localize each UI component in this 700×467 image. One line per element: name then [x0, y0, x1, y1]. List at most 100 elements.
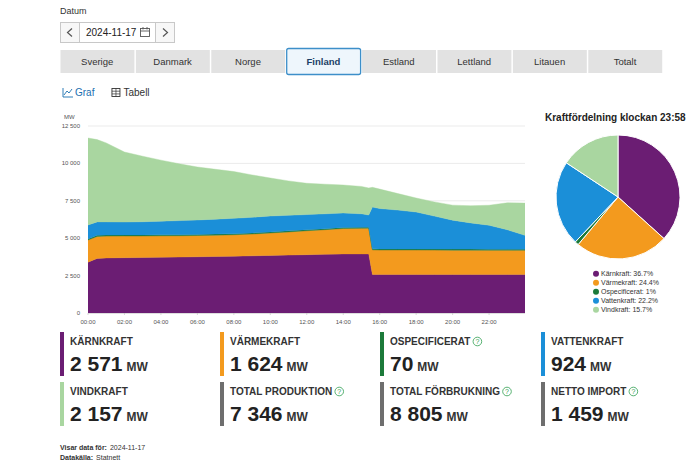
card-bar	[60, 332, 64, 376]
x-tick-label: 12:00	[299, 319, 315, 325]
tab-label[interactable]: Norge	[235, 56, 261, 67]
next-chevron	[163, 29, 168, 37]
help-icon[interactable]	[629, 387, 638, 396]
y-tick-label: 12 500	[62, 123, 81, 129]
x-tick	[379, 313, 380, 315]
tab-label[interactable]: Finland	[307, 56, 341, 67]
tab-label[interactable]: Lettland	[457, 56, 491, 67]
prev-button[interactable]	[61, 23, 80, 43]
tab-active[interactable]	[287, 49, 361, 75]
card-label: VATTENKRAFT	[551, 336, 623, 347]
tab-label[interactable]: Litauen	[534, 56, 565, 67]
pie-slice	[566, 135, 618, 197]
card-bar	[60, 382, 64, 426]
x-tick-label: 20:00	[445, 319, 461, 325]
y-axis-label: MW	[64, 114, 75, 120]
x-tick-label: 16:00	[372, 319, 388, 325]
stat-card: NETTO IMPORT?1 459MW	[541, 382, 638, 426]
help-icon[interactable]	[503, 387, 512, 396]
footer-value: 2024-11-17	[110, 444, 145, 451]
help-text[interactable]: ?	[505, 388, 509, 395]
card-value: 924	[551, 352, 586, 375]
next-button[interactable]	[156, 23, 175, 43]
help-text[interactable]: ?	[337, 388, 341, 395]
x-tick	[270, 313, 271, 315]
stat-card: TOTAL FÖRBRUKNING?8 805MW	[380, 382, 511, 426]
help-text[interactable]: ?	[475, 338, 479, 345]
card-value: 7 346	[230, 402, 283, 425]
tab[interactable]	[136, 50, 210, 73]
card-unit: MW	[608, 410, 630, 424]
card-unit: MW	[417, 360, 439, 374]
x-tick	[233, 313, 234, 315]
legend-label: Ospecificerat: 1%	[601, 288, 656, 296]
footer-value: Statnett	[96, 454, 120, 461]
background	[0, 0, 700, 467]
card-bar	[220, 382, 224, 426]
tab[interactable]	[61, 50, 135, 73]
card-label: OSPECIFICERAT	[390, 336, 470, 347]
card-value: 1 624	[230, 352, 283, 375]
x-tick	[306, 313, 307, 315]
date-value[interactable]: 2024-11-17	[86, 27, 137, 38]
x-tick-label: 04:00	[153, 319, 169, 325]
tab[interactable]	[362, 50, 436, 73]
card-label: NETTO IMPORT	[551, 386, 626, 397]
stat-card: OSPECIFICERAT?70MW	[380, 332, 482, 376]
card-bar	[541, 382, 545, 426]
view-toggle[interactable]: Graf	[75, 87, 95, 98]
x-tick-label: 00:00	[80, 319, 96, 325]
card-unit: MW	[447, 410, 469, 424]
x-tick	[343, 313, 344, 315]
x-tick-label: 14:00	[336, 319, 352, 325]
card-label: VÄRMEKRAFT	[230, 335, 300, 347]
grid-line	[88, 126, 525, 127]
area-axes: 02 5005 0007 50010 00012 500MW00:0002:00…	[62, 114, 525, 325]
y-tick-label: 10 000	[62, 160, 81, 166]
view-toggle[interactable]: Tabell	[123, 87, 149, 98]
pie	[556, 135, 680, 259]
tab[interactable]	[211, 50, 285, 73]
x-tick-label: 02:00	[117, 319, 133, 325]
legend-swatch	[593, 298, 599, 304]
tab-label[interactable]: Estland	[383, 56, 415, 67]
x-tick	[160, 313, 161, 315]
help-icon[interactable]	[335, 387, 344, 396]
legend-swatch	[593, 289, 599, 295]
help-icon[interactable]	[473, 337, 482, 346]
y-tick-label: 5 000	[65, 235, 81, 241]
card-bar	[380, 382, 384, 426]
x-tick-label: 22:00	[482, 319, 498, 325]
card-bar	[220, 332, 224, 376]
x-tick-label: 18:00	[409, 319, 425, 325]
legend-label: Värmekraft: 24.4%	[601, 279, 659, 286]
tab[interactable]	[588, 50, 662, 73]
calendar-icon	[141, 27, 150, 37]
x-tick-label: 06:00	[190, 319, 206, 325]
legend-label: Kärnkraft: 36.7%	[601, 270, 653, 277]
tab-label[interactable]: Totalt	[614, 56, 637, 67]
tab[interactable]	[513, 50, 587, 73]
tab-label[interactable]: Danmark	[153, 56, 192, 67]
card-label: VINDKRAFT	[70, 386, 128, 397]
tab[interactable]	[438, 50, 512, 73]
tab-label[interactable]: Sverige	[81, 56, 113, 67]
legend-swatch	[593, 271, 599, 277]
prev-chevron	[68, 29, 73, 37]
card-value: 2 157	[70, 402, 123, 425]
card-unit: MW	[127, 410, 149, 424]
card-bar	[380, 332, 384, 376]
card-value: 2 571	[70, 352, 123, 375]
x-tick	[416, 313, 417, 315]
x-tick	[452, 313, 453, 315]
pie-title: Kraftfördelning klockan 23:58	[545, 112, 686, 123]
table-icon	[112, 89, 120, 97]
x-tick-label: 10:00	[263, 319, 279, 325]
stat-card: TOTAL PRODUKTION?7 346MW	[220, 382, 344, 426]
footer-label: Visar data för:	[60, 444, 107, 451]
help-text[interactable]: ?	[631, 388, 635, 395]
footer-label: Datakälla:	[60, 454, 93, 461]
chart-icon	[63, 88, 73, 97]
card-label: TOTAL PRODUKTION	[230, 386, 332, 397]
pie-legend: Kärnkraft: 36.7% Värmekraft: 24.4% Ospecif…	[593, 270, 659, 313]
